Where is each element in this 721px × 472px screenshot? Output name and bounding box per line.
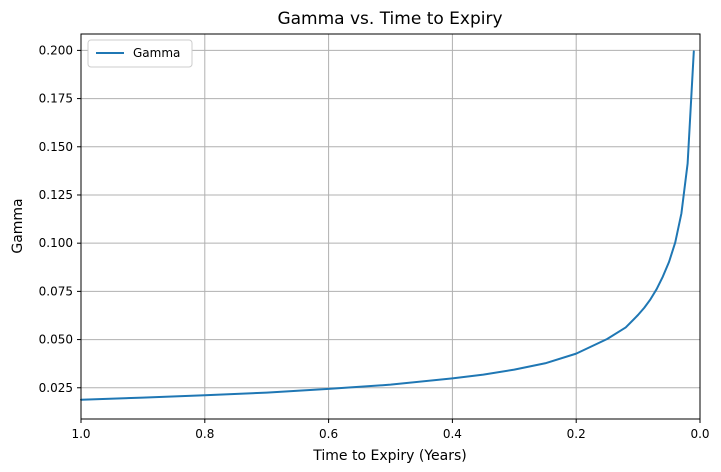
y-tick-label: 0.025	[39, 381, 73, 395]
x-tick-label: 0.2	[567, 427, 586, 441]
y-tick-label: 0.100	[39, 236, 73, 250]
plot-frame	[80, 33, 701, 420]
y-axis-title: Gamma	[10, 198, 26, 253]
x-tick-label: 0.6	[319, 427, 338, 441]
chart-title: Gamma vs. Time to Expiry	[277, 9, 502, 29]
y-tick-label: 0.200	[39, 43, 73, 57]
legend-box	[87, 39, 193, 68]
y-axis-ticks: 0.025 0.050 0.075 0.100 0.125 0.150 0.175 0.200	[39, 43, 81, 395]
x-tick-label: 1.0	[71, 427, 90, 441]
x-axis-title: Time to Expiry (Years)	[312, 448, 466, 464]
series-line-gamma	[80, 50, 695, 401]
y-tick-label: 0.050	[39, 333, 73, 347]
y-tick-label: 0.150	[39, 140, 73, 154]
y-tick-label: 0.175	[39, 92, 73, 106]
x-tick-label: 0.0	[690, 427, 709, 441]
x-tick-label: 0.8	[195, 427, 214, 441]
x-axis-ticks: 1.0 0.8 0.6 0.4 0.2 0.0	[71, 419, 710, 441]
legend: Gamma	[87, 39, 193, 68]
y-tick-label: 0.075	[39, 284, 73, 298]
x-tick-label: 0.4	[443, 427, 462, 441]
series-layer	[80, 50, 695, 401]
y-tick-label: 0.125	[39, 188, 73, 202]
legend-label-gamma: Gamma	[133, 46, 180, 60]
